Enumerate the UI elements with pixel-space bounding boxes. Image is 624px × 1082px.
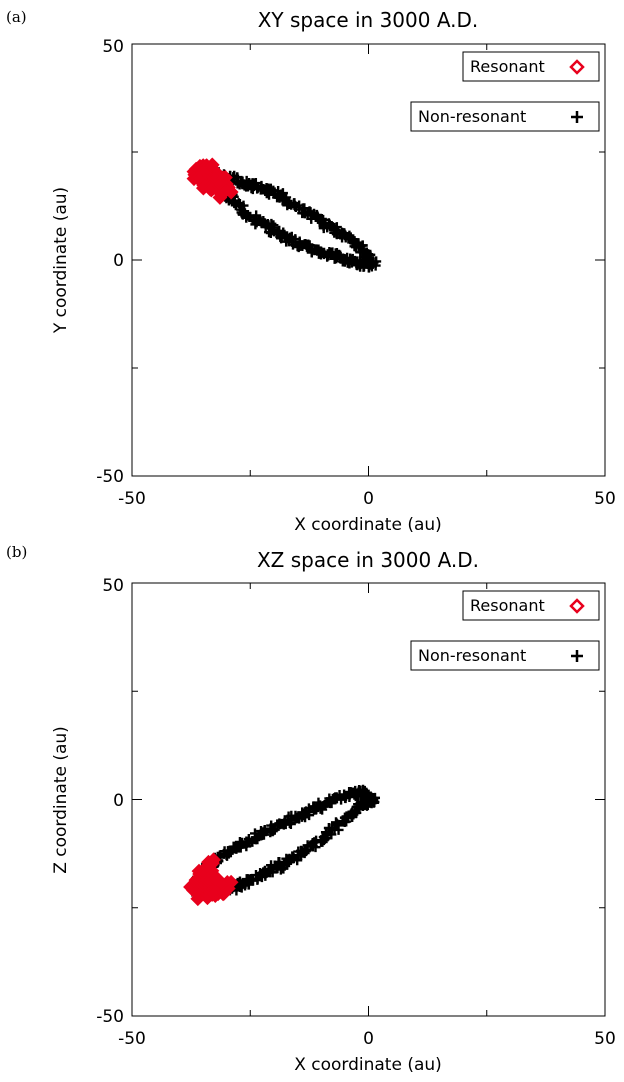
non-resonant-point — [304, 206, 315, 217]
chart-title: XY space in 3000 A.D. — [258, 8, 479, 32]
non-resonant-point — [287, 851, 298, 862]
x-tick-label: 50 — [594, 1029, 616, 1049]
legend-label-resonant: Resonant — [470, 596, 545, 615]
y-tick-label: 50 — [102, 37, 124, 57]
xz-panel: (b) XZ space in 3000 A.D. -50 0 50 -50 0… — [6, 543, 616, 1075]
legend-label-resonant: Resonant — [470, 57, 545, 76]
non-resonant-point — [367, 796, 378, 807]
resonant-point — [207, 871, 223, 887]
plus-marker-icon — [571, 111, 583, 123]
legend: Resonant Non-resonant — [410, 590, 600, 671]
axis-ticks — [131, 582, 606, 1017]
x-tick-label: -50 — [118, 1029, 146, 1049]
x-axis-label: X coordinate (au) — [294, 1055, 442, 1075]
diamond-marker-icon — [569, 59, 585, 75]
y-tick-label: -50 — [96, 1007, 124, 1027]
x-tick-label: -50 — [118, 489, 146, 509]
x-tick-label: 0 — [363, 1029, 374, 1049]
panel-label: (a) — [6, 8, 27, 26]
x-tick-label: 50 — [594, 489, 616, 509]
legend: Resonant Non-resonant — [410, 51, 600, 132]
non-resonant-point — [274, 856, 285, 867]
resonant-series — [183, 852, 239, 907]
non-resonant-point — [282, 196, 293, 207]
y-tick-label: 0 — [113, 251, 124, 271]
resonant-point — [203, 182, 219, 198]
non-resonant-point — [231, 843, 242, 854]
legend-label-non-resonant: Non-resonant — [418, 107, 526, 126]
legend-box-resonant — [462, 590, 600, 621]
y-axis-label: Y coordinate (au) — [51, 187, 71, 334]
y-tick-label: 50 — [102, 576, 124, 596]
axis-ticks — [131, 43, 606, 477]
non-resonant-point — [237, 176, 248, 187]
resonant-point — [211, 175, 227, 191]
y-tick-label: 0 — [113, 791, 124, 811]
non-resonant-point — [366, 261, 377, 272]
diamond-marker-icon — [569, 598, 585, 614]
non-resonant-point — [322, 797, 333, 808]
x-axis-label: X coordinate (au) — [294, 515, 442, 535]
non-resonant-point — [274, 818, 285, 829]
legend-box-non-resonant — [410, 101, 600, 132]
legend-box-resonant — [462, 51, 600, 82]
non-resonant-point — [260, 221, 271, 232]
non-resonant-point — [308, 804, 319, 815]
y-tick-label: -50 — [96, 467, 124, 487]
non-resonant-point — [297, 203, 308, 214]
plus-marker-icon — [571, 650, 583, 662]
y-axis-label: Z coordinate (au) — [51, 726, 71, 874]
legend-label-non-resonant: Non-resonant — [418, 646, 526, 665]
panel-label: (b) — [6, 543, 27, 561]
chart-title: XZ space in 3000 A.D. — [257, 548, 479, 572]
legend-box-non-resonant — [410, 640, 600, 671]
resonant-series — [186, 157, 239, 205]
x-tick-label: 0 — [363, 489, 374, 509]
non-resonant-point — [301, 241, 312, 252]
xy-panel: (a) XY space in 3000 A.D. -50 0 50 -50 0… — [6, 8, 616, 535]
non-resonant-point — [315, 246, 326, 257]
resonant-point — [206, 885, 221, 900]
